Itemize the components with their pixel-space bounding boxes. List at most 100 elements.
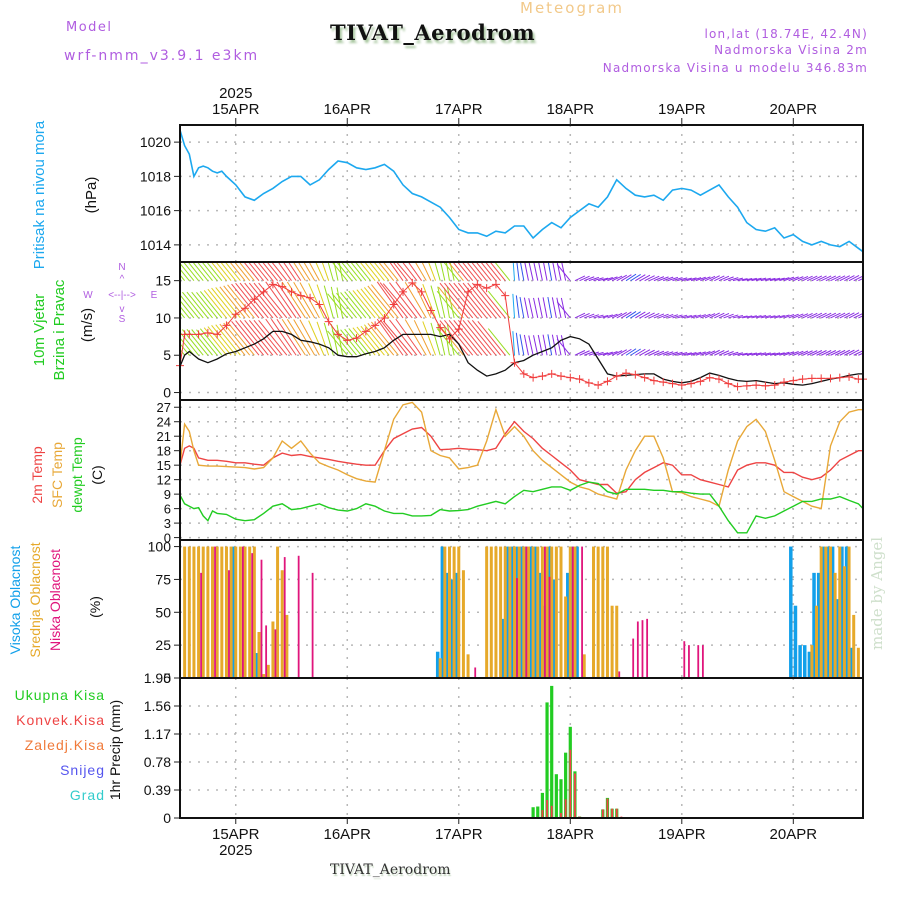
cloud-bar [559, 546, 563, 678]
wind-arrow [728, 314, 739, 319]
wind-gust-marker [296, 291, 305, 300]
wind-gust-marker [631, 370, 640, 379]
wind-arrow [528, 335, 534, 356]
precip-bar [564, 799, 567, 818]
x-tick-label-bottom: 18APR [547, 826, 595, 843]
wind-arrow [248, 320, 278, 356]
wind-arrow [327, 262, 334, 281]
cloud-bar [505, 546, 510, 678]
wind-arrow [667, 351, 679, 356]
wind-arrow [352, 327, 376, 356]
cloud-bar [802, 645, 807, 678]
cloud-bar [575, 546, 579, 678]
x-tick-label-bottom: 17APR [435, 826, 483, 843]
wind-arrow [528, 298, 534, 319]
wind-arrow [811, 350, 823, 356]
wind-arrow [862, 354, 863, 356]
wind-arrow [783, 276, 795, 282]
wind-arrow [751, 352, 762, 356]
cloud-bar [243, 546, 247, 678]
wind-arrow [436, 328, 460, 356]
wind-arrow [797, 350, 809, 356]
wind-arrow [344, 328, 367, 356]
precip-bar [615, 808, 618, 818]
wind-arrow [737, 278, 748, 282]
y-tick-label: 1.95 [144, 670, 171, 686]
wind-arrow [816, 350, 827, 356]
wind-arrow [788, 351, 799, 356]
wind-arrow [456, 262, 474, 281]
wind-gust-marker [287, 287, 296, 296]
wind-arrow [379, 319, 409, 356]
wind-arrow [215, 287, 241, 319]
wind-arrow [663, 351, 674, 356]
cloud-bar [697, 645, 700, 678]
compass-arrow-s: v [120, 304, 125, 315]
precip-bar [531, 807, 535, 818]
wind-arrow [207, 288, 232, 319]
2m-temp-line [179, 420, 863, 494]
cloud-bar [550, 546, 554, 678]
wind-gust-marker [324, 317, 333, 326]
wind-arrow [515, 332, 520, 356]
precip-bar [546, 800, 548, 818]
wind-arrow [635, 311, 646, 319]
wind-arrow [704, 275, 716, 282]
wind-arrow [839, 349, 850, 356]
wind-gust-marker [584, 378, 593, 387]
wind-arrow [611, 350, 623, 356]
cloud-bar [552, 579, 556, 678]
cloud-high-title: Visoka Oblacnost [7, 546, 23, 655]
wind-arrow [556, 262, 562, 281]
wind-arrow [207, 326, 232, 356]
cloud-bar [516, 578, 518, 678]
y-tick-label: 12 [157, 473, 171, 488]
wind-arrow [779, 351, 790, 356]
station-title: TIVAT_Aerodrom [330, 20, 536, 45]
wind-arrow [265, 318, 292, 356]
y-tick-label: 3 [164, 516, 171, 531]
wind-arrow [639, 312, 651, 319]
wind-gust-marker [510, 358, 519, 367]
temp2m-title: 2m Temp [29, 446, 45, 504]
wind-arrow [344, 291, 367, 319]
x-tick-label-top: 17APR [435, 101, 483, 118]
wind-arrow [206, 262, 223, 281]
wind-arrow [382, 262, 399, 281]
sfc-temp-line [179, 401, 863, 510]
wind-arrow [816, 312, 827, 319]
wind-arrow [363, 287, 390, 319]
cloud-bar [224, 546, 228, 678]
cloud-bar [826, 546, 830, 678]
wind-arrow [436, 290, 460, 319]
cloud-bar [489, 546, 493, 678]
wind-gust-marker [436, 323, 445, 332]
wind-arrow [336, 262, 353, 281]
wind-arrow [649, 312, 660, 319]
x-tick-label-top: 19APR [658, 101, 706, 118]
y-tick-label: 75 [155, 571, 171, 587]
cloud-bar [605, 546, 609, 678]
wind-arrow [686, 277, 697, 282]
wind-arrow [714, 350, 725, 356]
cloud-bar [544, 546, 546, 678]
cloud-bar [231, 546, 236, 678]
cloud-bar [540, 546, 544, 678]
wind-arrow [547, 262, 553, 281]
wind-arrow [802, 312, 813, 319]
wind-arrow [811, 275, 823, 282]
wind-arrow [244, 320, 274, 356]
cloud-bar [815, 605, 819, 678]
wind-arrow [681, 352, 692, 356]
wind-arrow [180, 348, 186, 356]
cloud-bar [457, 546, 461, 678]
cloud-bar [573, 546, 577, 678]
wind-arrow [243, 262, 260, 281]
wind-arrow [270, 281, 297, 319]
wind-arrow [579, 275, 590, 282]
y-tick-label: 6 [164, 502, 171, 517]
wind-arrow [444, 320, 474, 356]
wind-arrow [602, 351, 613, 356]
wind-arrow [316, 321, 330, 356]
wind-arrow [315, 262, 325, 281]
